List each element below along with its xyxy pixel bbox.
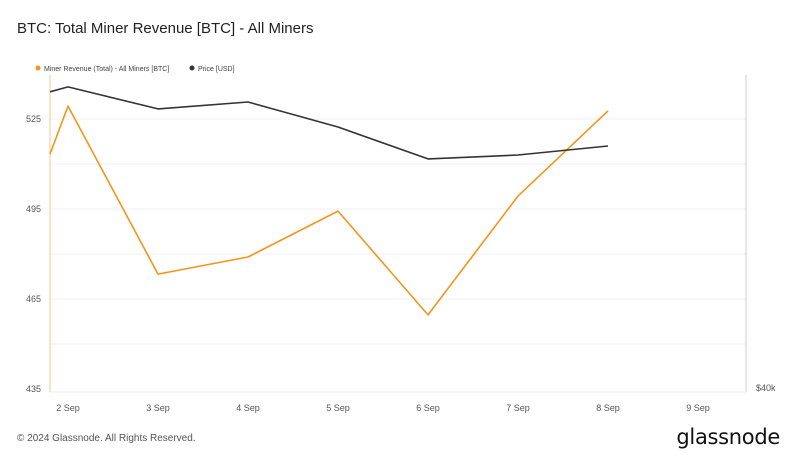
y-left-tick-label: 435 <box>26 384 41 394</box>
series-line-0 <box>49 105 609 316</box>
x-tick-label: 4 Sep <box>236 403 260 413</box>
legend-label: Price [USD] <box>198 66 235 73</box>
y-left-tick-label: 525 <box>26 114 41 124</box>
chart-title: BTC: Total Miner Revenue [BTC] - All Min… <box>17 20 314 37</box>
copyright: © 2024 Glassnode. All Rights Reserved. <box>17 433 196 444</box>
x-tick-label: 9 Sep <box>686 403 710 413</box>
legend-marker <box>189 65 195 71</box>
y-right-tick-label: $40k <box>756 383 776 393</box>
x-tick-label: 2 Sep <box>56 403 80 413</box>
series-line-1 <box>49 86 609 160</box>
y-left-tick-label: 495 <box>26 204 41 214</box>
legend-label: Miner Revenue (Total) - All Miners [BTC] <box>44 66 169 73</box>
x-tick-label: 7 Sep <box>506 403 530 413</box>
x-tick-label: 8 Sep <box>596 403 620 413</box>
x-tick-label: 3 Sep <box>146 403 170 413</box>
y-left-tick-label: 465 <box>26 294 41 304</box>
x-tick-label: 6 Sep <box>416 403 440 413</box>
glassnode-logo: glassnode <box>676 425 780 449</box>
legend-marker <box>35 65 41 71</box>
x-tick-label: 5 Sep <box>326 403 350 413</box>
